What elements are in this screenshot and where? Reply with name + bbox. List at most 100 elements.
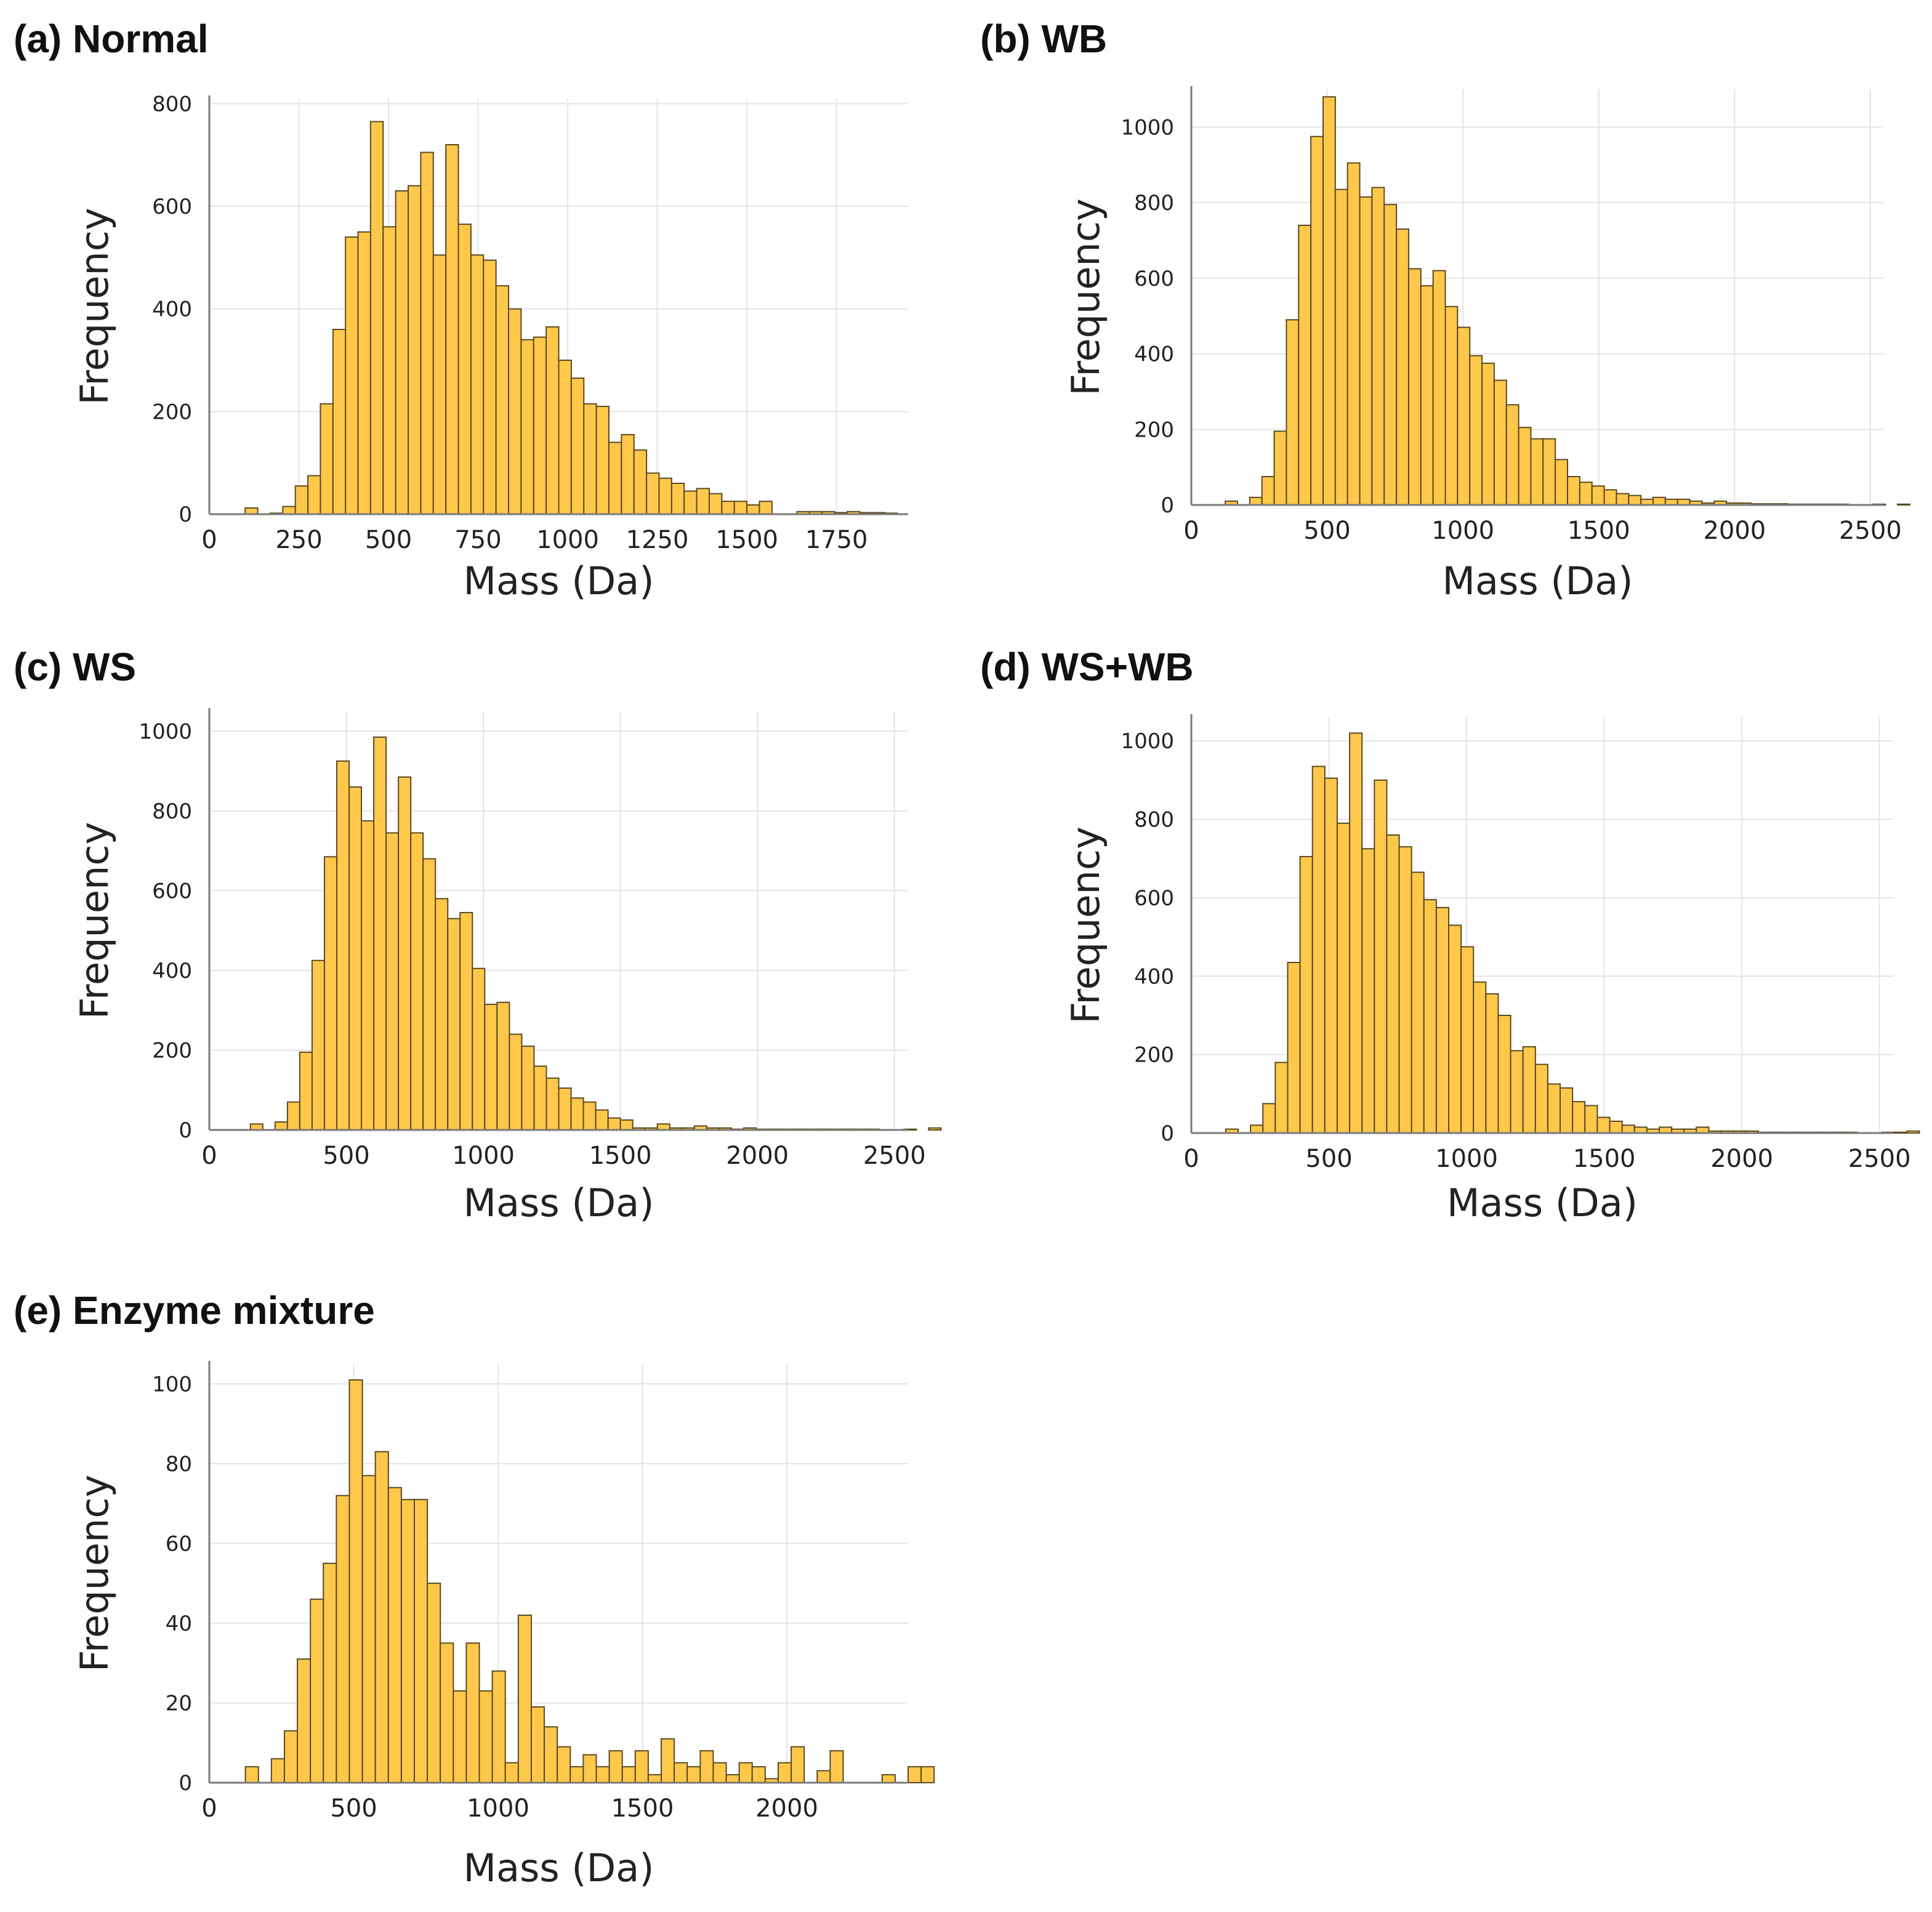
- histogram-bar: [484, 1004, 498, 1131]
- y-tick-label: 40: [166, 1611, 192, 1636]
- histogram-bar: [1287, 961, 1301, 1134]
- histogram-bar: [670, 483, 685, 515]
- histogram-bar: [1334, 188, 1348, 506]
- histogram-bar: [517, 1615, 532, 1783]
- histogram-bar: [286, 1101, 300, 1131]
- chart-title: (d) WS+WB: [980, 645, 1194, 689]
- histogram-bar: [1386, 834, 1400, 1134]
- histogram-bar: [777, 1762, 792, 1784]
- chart-panel-3: (c) WS 0 200 400 600 800 1000 0 500 1000 1500 2000 2…: [14, 645, 942, 1225]
- histogram-bar: [1349, 732, 1363, 1134]
- histogram-bar: [1432, 270, 1446, 506]
- histogram-bar: [908, 1766, 922, 1783]
- y-tick-label: 600: [1134, 886, 1174, 911]
- histogram-bar: [1473, 981, 1487, 1134]
- histogram-bar: [1261, 475, 1275, 506]
- histogram-bar: [422, 858, 437, 1131]
- histogram-bar: [297, 1658, 312, 1783]
- histogram-bar: [712, 1762, 727, 1784]
- histogram-bar: [1906, 1130, 1920, 1134]
- histogram-bar: [357, 231, 371, 515]
- y-tick-label: 1000: [1121, 729, 1174, 754]
- histogram-bar: [738, 1762, 753, 1784]
- y-tick-label: 80: [166, 1452, 192, 1477]
- x-tick-label: 1500: [611, 1794, 674, 1823]
- y-tick-label: 400: [152, 959, 192, 983]
- x-tick-label: 2500: [863, 1142, 926, 1170]
- histogram-bar: [1522, 1046, 1536, 1134]
- chart-title: (a) Normal: [14, 17, 209, 61]
- x-tick-label: 0: [1183, 517, 1199, 545]
- x-tick-label: 2500: [1839, 517, 1902, 545]
- histogram-bar: [1510, 1050, 1524, 1134]
- histogram-bar: [1407, 268, 1422, 506]
- x-tick-label: 2000: [1710, 1145, 1773, 1173]
- histogram-bar: [881, 1774, 896, 1783]
- histogram-bar: [432, 254, 447, 515]
- histogram-bar: [244, 1766, 259, 1783]
- histogram-bar: [1894, 1131, 1908, 1134]
- histogram-bar: [558, 360, 572, 515]
- histogram-bar: [1299, 856, 1313, 1134]
- x-tick-label: 2500: [1848, 1145, 1911, 1173]
- histogram-bar: [683, 490, 698, 515]
- histogram-bar: [1274, 1062, 1289, 1134]
- histogram-bar: [544, 1726, 558, 1783]
- histogram-bar: [521, 1046, 535, 1131]
- histogram-bar: [583, 403, 597, 515]
- histogram-bar: [686, 1766, 701, 1783]
- histogram-bar: [533, 1065, 547, 1131]
- y-axis-label: Frequency: [1063, 826, 1108, 1023]
- histogram-bar: [1311, 765, 1326, 1134]
- histogram-bar: [1530, 438, 1544, 506]
- histogram-bar: [310, 1599, 324, 1783]
- histogram-bar: [646, 472, 660, 515]
- histogram-bar: [1621, 1124, 1635, 1134]
- histogram-bar: [387, 1486, 402, 1784]
- y-tick-label: 400: [1134, 964, 1174, 989]
- histogram-bar: [621, 1766, 636, 1783]
- histogram-bar: [294, 485, 309, 515]
- y-tick-label: 0: [179, 1118, 192, 1143]
- histogram-bar: [1596, 1116, 1611, 1134]
- histogram-bar: [570, 1766, 584, 1783]
- histogram-bar: [545, 326, 560, 515]
- histogram-bar: [440, 1642, 454, 1783]
- histogram-bar: [1444, 305, 1459, 506]
- histogram-bar: [1505, 404, 1519, 506]
- x-tick-label: 750: [454, 526, 501, 554]
- histogram-bar: [1250, 1124, 1264, 1134]
- histogram-bar: [374, 1451, 389, 1783]
- histogram-bar: [920, 1766, 935, 1783]
- x-tick-label: 1000: [1435, 1145, 1498, 1173]
- histogram-bar: [311, 959, 325, 1131]
- histogram-bar: [420, 151, 434, 515]
- x-axis-label: Mass (Da): [464, 559, 654, 603]
- histogram-bar: [459, 912, 473, 1131]
- histogram-bar: [1435, 906, 1449, 1134]
- histogram-bar: [320, 403, 334, 515]
- histogram-bar: [299, 1051, 313, 1131]
- y-tick-label: 0: [179, 1771, 192, 1796]
- histogram-bar: [400, 1499, 415, 1783]
- histogram-bar: [1555, 459, 1569, 506]
- histogram-bar: [332, 329, 347, 515]
- histogram-bar: [557, 1746, 571, 1784]
- histogram-bar: [361, 1475, 376, 1783]
- histogram-bar: [699, 1750, 714, 1783]
- histogram-bar: [427, 1583, 441, 1783]
- chart-title: (e) Enzyme mixture: [14, 1288, 375, 1333]
- x-tick-label: 1250: [626, 526, 689, 554]
- y-tick-label: 200: [1134, 1043, 1174, 1068]
- histogram-bar: [595, 406, 610, 515]
- y-axis-label: Frequency: [72, 1475, 117, 1672]
- histogram-bar: [608, 442, 622, 515]
- histogram-bar: [721, 501, 735, 515]
- x-tick-label: 0: [201, 526, 217, 554]
- histogram-bar: [619, 1119, 634, 1131]
- histogram-bar: [1616, 493, 1630, 506]
- x-tick-label: 500: [323, 1142, 369, 1170]
- histogram-bar: [348, 786, 363, 1131]
- histogram-bar: [608, 1750, 623, 1783]
- histogram-bar: [1286, 319, 1300, 506]
